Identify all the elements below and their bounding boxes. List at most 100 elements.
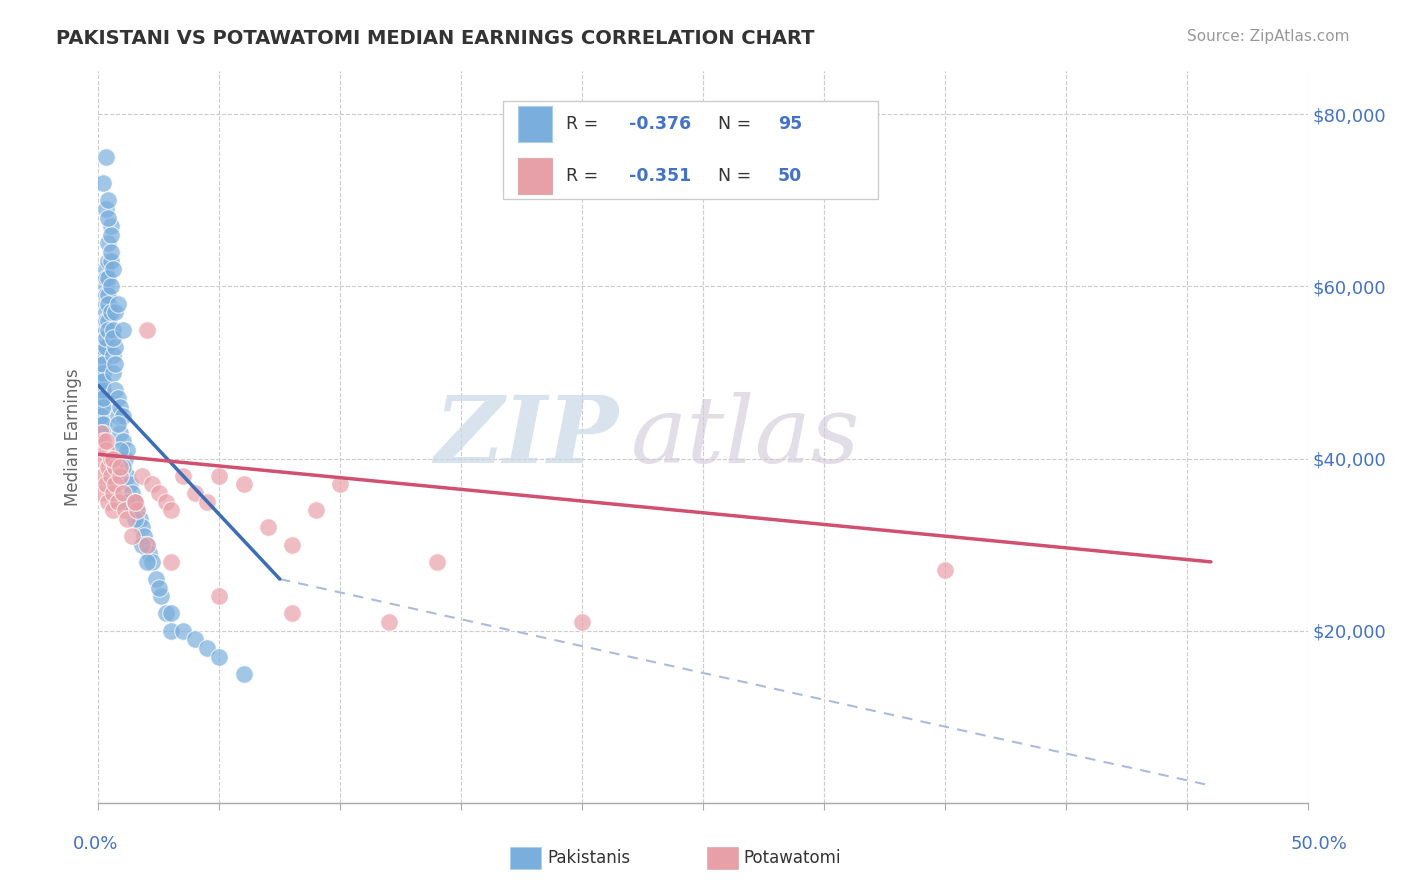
Point [160,555,183,569]
Point [100,227,122,242]
Point [94,434,117,449]
Point [256,520,278,534]
Point [90,366,112,380]
Point [90,400,112,414]
Point [91,425,114,440]
Text: Source: ZipAtlas.com: Source: ZipAtlas.com [1187,29,1350,44]
Point [172,624,194,638]
Point [90,392,112,406]
Y-axis label: Median Earnings: Median Earnings [65,368,83,506]
Point [232,477,254,491]
Point [208,649,231,664]
Point [90,451,112,466]
Point [94,202,117,216]
Point [148,581,170,595]
Point [111,409,134,423]
Point [195,494,218,508]
Point [124,512,146,526]
Point [134,529,156,543]
Point [94,477,117,491]
Point [121,486,143,500]
Point [135,538,157,552]
Point [91,392,114,406]
Point [97,314,120,328]
Point [91,176,114,190]
Point [97,460,120,475]
Text: 0.0%: 0.0% [73,835,118,853]
Point [90,409,112,423]
Point [90,425,112,440]
Text: PAKISTANI VS POTAWATOMI MEDIAN EARNINGS CORRELATION CHART: PAKISTANI VS POTAWATOMI MEDIAN EARNINGS … [56,29,814,47]
Point [104,383,127,397]
Point [91,374,114,388]
Point [281,538,304,552]
Point [101,366,124,380]
Point [94,442,117,457]
Point [90,425,112,440]
Point [117,442,139,457]
Point [138,546,160,560]
FancyBboxPatch shape [517,106,553,142]
Point [100,468,122,483]
Point [97,211,120,225]
Point [97,271,120,285]
Point [111,434,134,449]
Point [94,279,117,293]
Point [329,477,352,491]
Point [131,538,153,552]
Point [97,194,120,208]
Point [101,348,124,362]
Point [107,392,129,406]
Text: R =: R = [567,115,605,133]
Point [104,460,127,475]
Point [94,271,117,285]
Point [184,486,207,500]
Point [127,503,149,517]
Point [124,494,146,508]
Point [426,555,449,569]
Point [172,468,194,483]
Point [127,503,149,517]
Point [135,538,157,552]
Point [94,305,117,319]
Point [91,322,114,336]
Text: ZIP: ZIP [434,392,619,482]
Point [101,322,124,336]
Point [90,383,112,397]
Point [117,494,139,508]
Point [101,331,124,345]
Point [91,366,114,380]
Point [100,245,122,260]
Point [131,520,153,534]
Point [94,322,117,336]
Text: 50: 50 [778,167,803,185]
Point [107,494,129,508]
Point [145,572,167,586]
Point [117,512,139,526]
Point [160,607,183,621]
Point [117,468,139,483]
Point [934,564,956,578]
Text: atlas: atlas [630,392,860,482]
Point [108,400,131,414]
Point [94,150,117,164]
Text: -0.376: -0.376 [630,115,692,133]
Point [91,357,114,371]
Point [90,357,112,371]
Text: -0.351: -0.351 [630,167,692,185]
Point [135,322,157,336]
Point [94,340,117,354]
Point [108,468,131,483]
Text: Potawatomi: Potawatomi [744,849,841,867]
Point [90,486,112,500]
Point [90,348,112,362]
Point [571,615,593,629]
Point [121,529,143,543]
Point [97,494,120,508]
Point [101,486,124,500]
Point [101,451,124,466]
Point [91,383,114,397]
FancyBboxPatch shape [503,101,879,200]
Point [91,400,114,414]
Point [111,460,134,475]
